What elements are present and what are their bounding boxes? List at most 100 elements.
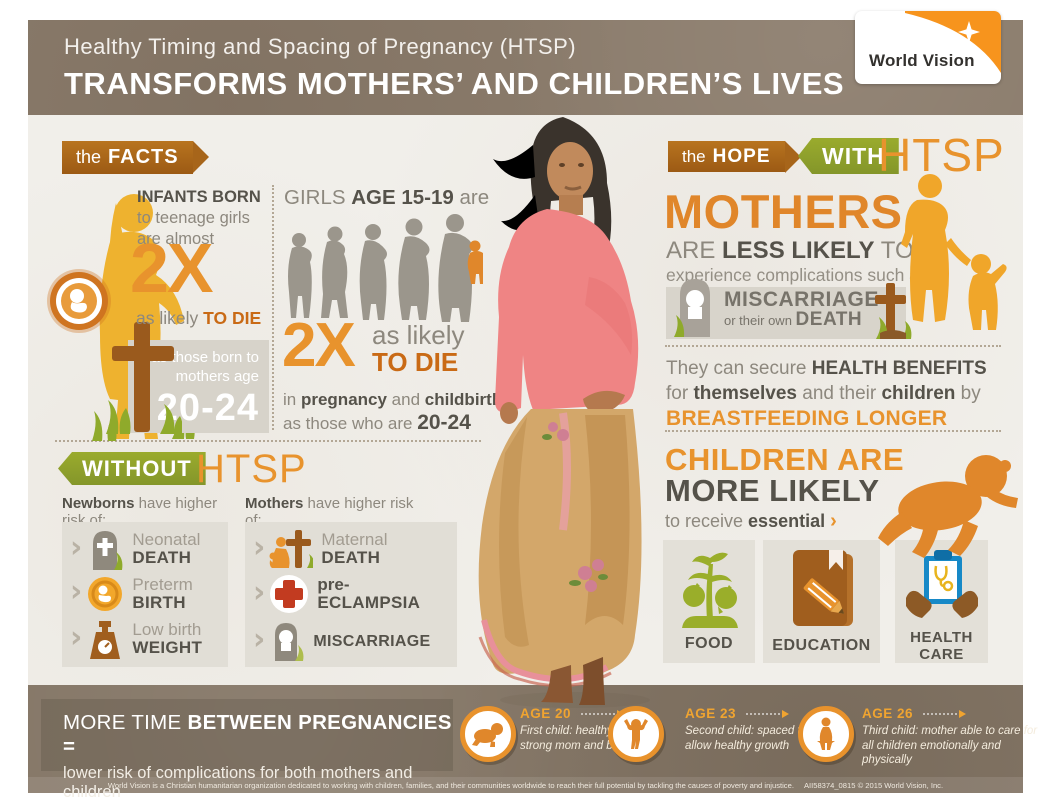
benefits-line2: for themselves and their children by: [666, 381, 987, 406]
age26-row: AGE 26: [862, 706, 1047, 721]
risk-label: Neonatal DEATH: [132, 531, 200, 567]
scale-icon: [90, 621, 121, 659]
with-banner-label: WITH: [822, 142, 885, 169]
logo-text: World Vision: [869, 51, 975, 70]
footer-bar: MORE TIME BETWEEN PREGNANCIES = lower ri…: [28, 685, 1037, 801]
girls-detail-line1: in pregnancy and childbirth: [283, 388, 502, 411]
health-care-card: HEALTH CARE: [895, 540, 988, 663]
age20-line1: First child: healthy and: [520, 725, 636, 737]
mothers-risk-panel: › Maternal DEATH › pre- ECLAMPS: [245, 522, 457, 667]
food-card: FOOD: [663, 540, 755, 663]
facts-compare-box: as those born to mothers age 20-24: [128, 340, 269, 433]
chevron-icon: ›: [70, 574, 83, 609]
age23-row: AGE 23: [685, 706, 845, 721]
benefits-line1: They can secure HEALTH BENEFITS: [666, 356, 987, 381]
risk-row-preterm-birth: › Preterm BIRTH: [62, 574, 193, 613]
risk-line2: MISCARRIAGE: [313, 632, 431, 650]
girls-detail-4: childbirth: [424, 390, 503, 409]
food-label: FOOD: [684, 635, 734, 652]
death-line: or their own DEATH: [724, 310, 879, 331]
red-cross-icon: [270, 575, 309, 613]
grave-cross-icon: [875, 283, 912, 339]
facts-multiplier: 2X: [130, 229, 214, 307]
facts-likely-bold: TO DIE: [203, 308, 262, 328]
b-l2c: and their: [796, 383, 882, 404]
dotted-arrow-icon: [923, 712, 958, 715]
girls-heading-1: GIRLS: [284, 186, 352, 209]
fine-print-bar: World Vision is a Christian humanitarian…: [28, 777, 1023, 793]
girls-detail-age: 20-24: [417, 411, 471, 434]
divider-vertical: [272, 185, 274, 430]
death-text: DEATH: [795, 309, 863, 330]
children-line1: CHILDREN ARE: [665, 442, 905, 477]
girls-detail-5: as those who are: [283, 414, 418, 433]
risk-line2: BIRTH: [132, 592, 186, 612]
miscarriage-tombstone-icon: [275, 623, 304, 661]
mothers-title: MOTHERS: [664, 185, 903, 238]
without-htsp: HTSP: [196, 447, 307, 491]
chevron-icon: ›: [253, 574, 266, 610]
girls-heading: GIRLS AGE 15-19 are: [284, 186, 489, 210]
age20-label: AGE 20: [520, 706, 572, 721]
b-l1a: They can secure: [666, 358, 812, 379]
mothers-subtitle2: experience complications such as: [666, 265, 928, 285]
b-l2a: for: [666, 383, 694, 404]
b-l2e: by: [955, 383, 981, 404]
risk-row-neonatal-death: › Neonatal DEATH: [62, 528, 200, 570]
b-l2d: children: [881, 383, 956, 404]
sub-are: ARE: [666, 237, 723, 264]
risk-row-maternal-death: › Maternal DEATH: [245, 528, 388, 570]
footer-headline-box: MORE TIME BETWEEN PREGNANCIES = lower ri…: [41, 699, 453, 801]
maternal-death-icon: [269, 530, 314, 568]
age26-text: Third child: mother able to care for all…: [862, 724, 1047, 768]
facts-compare-line2: mothers age: [175, 368, 259, 385]
world-vision-logo: World Vision: [855, 11, 1001, 84]
age26-label-block: AGE 26 Third child: mother able to care …: [862, 706, 1047, 768]
chevron-icon: ›: [253, 529, 266, 565]
girl-standing-icon: [817, 717, 835, 750]
complications-text: MISCARRIAGE or their own DEATH: [724, 289, 879, 331]
chevron-icon: ›: [70, 619, 83, 655]
children-line3b: essential: [748, 511, 826, 531]
girls-heading-2: AGE 15-19: [351, 186, 454, 209]
health-care-icon: [905, 550, 978, 618]
age26-line2: all children emotionally and physically: [862, 739, 1001, 767]
copyright-text: AII58374_0815 © 2015 World Vision, Inc.: [803, 780, 944, 790]
miscarriage-tombstone-icon: [674, 279, 710, 337]
girls-detail-2: pregnancy: [300, 390, 387, 409]
dotted-arrow-icon: [746, 712, 781, 715]
facts-likely-prefix: as likely: [136, 308, 204, 328]
footer-headline-a: MORE TIME: [63, 711, 188, 734]
age26-line1: Third child: mother able to care for: [862, 725, 1038, 737]
b-l2b: themselves: [693, 383, 797, 404]
risk-label: pre- ECLAMPSIA: [317, 576, 420, 612]
food-plant-icon: [682, 552, 738, 628]
chevron-icon: ›: [253, 621, 266, 657]
facts-banner: the FACTS: [62, 141, 209, 174]
education-card: EDUCATION: [763, 540, 880, 663]
arrowhead-icon: [782, 709, 790, 718]
benefits-text: They can secure HEALTH BENEFITS for them…: [666, 356, 987, 431]
age26-circle: [798, 706, 854, 762]
chevron-right-icon: ›: [830, 510, 837, 532]
complications-box: MISCARRIAGE or their own DEATH: [666, 279, 912, 339]
age23-line1: Second child: spaced to: [685, 725, 808, 737]
footer-headline-b: BETWEEN PREGNANCIES =: [63, 711, 452, 758]
risk-line1: Neonatal: [132, 530, 201, 549]
preterm-baby-icon: [88, 576, 123, 611]
fetus-icon: [61, 283, 97, 319]
health-label-1: HEALTH: [910, 629, 973, 646]
facts-intro-3: are almost: [137, 230, 215, 248]
mothers-word: Mothers: [245, 495, 304, 512]
risk-line2: DEATH: [321, 548, 381, 567]
fetus-badge: [50, 272, 108, 330]
divider-horizontal: [55, 440, 481, 442]
age26-label: AGE 26: [862, 706, 914, 721]
children-line2: MORE LIKELY: [665, 473, 880, 508]
hope-htsp: HTSP: [878, 129, 1005, 181]
facts-likely-line: as likely TO DIE: [136, 308, 261, 329]
hope-banner: the HOPE: [668, 141, 800, 173]
age20-line2: strong mom and baby: [520, 739, 632, 752]
risk-label: Maternal DEATH: [321, 531, 387, 567]
